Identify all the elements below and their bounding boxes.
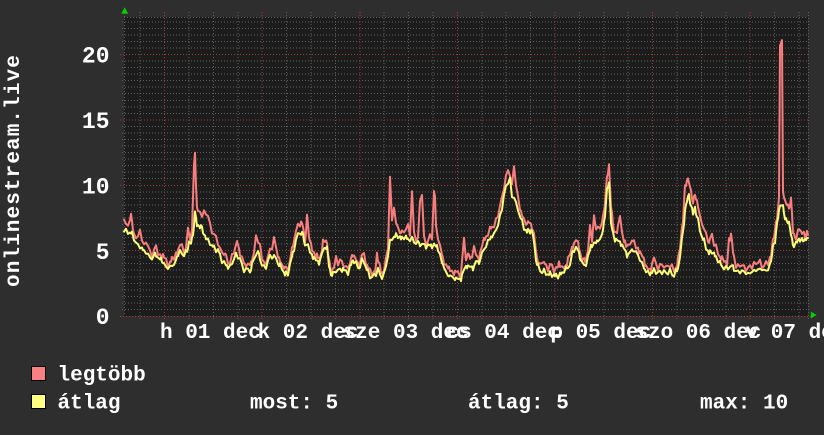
- svg-text:0: 0: [96, 305, 110, 331]
- svg-text:átlag: 5: átlag: 5: [468, 393, 569, 416]
- svg-text:20: 20: [82, 44, 110, 70]
- svg-text:átlag: átlag: [58, 393, 121, 416]
- svg-text:legtöbb: legtöbb: [58, 365, 146, 388]
- svg-text:szo 06 dec: szo 06 dec: [635, 322, 761, 345]
- svg-text:p 05 dec: p 05 dec: [550, 322, 651, 345]
- svg-text:h 01 dec: h 01 dec: [160, 322, 261, 345]
- svg-text:15: 15: [82, 109, 110, 135]
- svg-text:cs 04 dec: cs 04 dec: [446, 322, 559, 345]
- svg-text:k 02 dec: k 02 dec: [258, 322, 359, 345]
- svg-text:max: 10: max: 10: [700, 393, 788, 416]
- svg-text:onlinestream.live: onlinestream.live: [3, 54, 26, 287]
- svg-text:5: 5: [96, 240, 110, 266]
- svg-text:sze 03 dec: sze 03 dec: [343, 322, 469, 345]
- svg-text:most: 5: most: 5: [250, 393, 338, 416]
- svg-text:10: 10: [82, 174, 110, 200]
- svg-text:v 07 dec: v 07 dec: [746, 322, 824, 345]
